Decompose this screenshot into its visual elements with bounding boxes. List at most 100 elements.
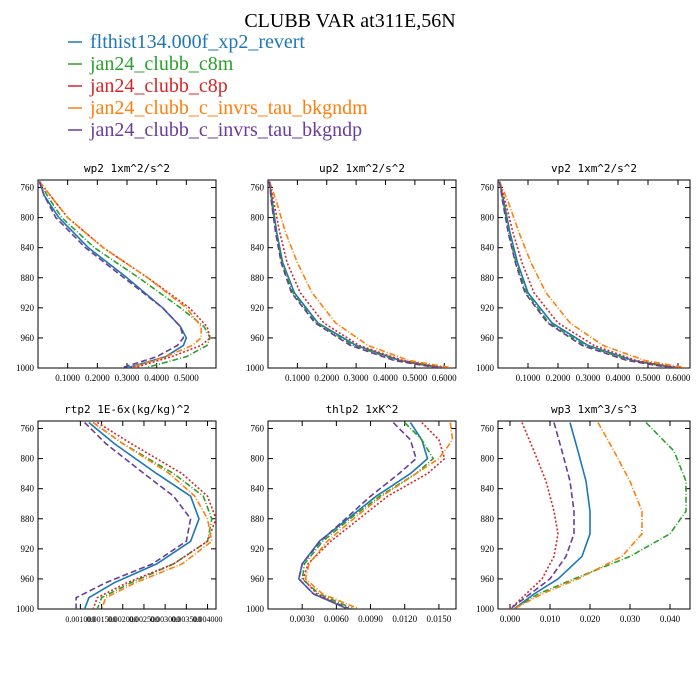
y-tick-label: 880 [21, 273, 35, 283]
x-tick-label: 0.003000 [150, 615, 180, 624]
panel: wp3 1xm^3/s^3 760 800 840 880 920 960 1000 0.000… [476, 403, 691, 624]
series-line [513, 422, 643, 609]
panel-title: wp3 1xm^3/s^3 [551, 403, 637, 416]
x-tick-label: 0.030 [620, 614, 641, 624]
y-tick-label: 800 [481, 213, 495, 223]
y-tick-label: 1000 [246, 363, 265, 373]
series-line [38, 181, 211, 368]
series-line [268, 181, 442, 368]
x-tick-label: 0.1000 [285, 373, 310, 383]
series-line [498, 181, 682, 368]
series-line [38, 181, 202, 368]
y-tick-label: 840 [21, 243, 35, 253]
y-tick-label: 760 [481, 424, 495, 434]
y-tick-label: 1000 [476, 604, 495, 614]
x-tick-label: 0.6000 [432, 373, 457, 383]
series-line [92, 421, 213, 609]
x-tick-label: 0.2000 [546, 373, 571, 383]
x-tick-label: 0.4000 [606, 373, 631, 383]
y-tick-label: 960 [251, 574, 265, 584]
legend-label: jan24_clubb_c_invrs_tau_bkgndm [89, 97, 368, 119]
panel-frame [267, 179, 457, 369]
y-tick-label: 960 [481, 574, 495, 584]
x-tick-label: 0.4000 [144, 373, 169, 383]
x-tick-label: 0.3000 [115, 373, 140, 383]
series-line [498, 181, 676, 368]
series-line [509, 422, 575, 609]
y-tick-label: 920 [21, 303, 35, 313]
y-tick-label: 840 [251, 484, 265, 494]
x-tick-label: 0.3000 [576, 373, 601, 383]
y-tick-label: 920 [481, 303, 495, 313]
y-tick-label: 800 [481, 454, 495, 464]
x-tick-label: 0.6000 [666, 373, 691, 383]
x-tick-label: 0.3000 [344, 373, 369, 383]
legend-label: jan24_clubb_c_invrs_tau_bkgndp [89, 119, 362, 141]
panel: thlp2 1xK^2 760 800 840 880 920 960 1000 0.0030 0… [246, 403, 457, 624]
series-line [92, 421, 213, 609]
y-tick-label: 880 [251, 514, 265, 524]
series-line [498, 181, 679, 368]
series-line [513, 422, 591, 609]
panel-title: wp2 1xm^2/s^2 [84, 162, 170, 175]
x-tick-label: 0.003500 [171, 615, 201, 624]
series-line [509, 422, 559, 609]
series-line [301, 421, 435, 609]
y-tick-label: 960 [21, 333, 35, 343]
y-tick-label: 960 [21, 574, 35, 584]
panel: rtp2 1E-6x(kg/kg)^2 760 800 840 880 920 960 100… [16, 403, 223, 624]
series-line [297, 422, 429, 609]
series-line [268, 181, 448, 368]
x-tick-label: 0.0120 [392, 614, 417, 624]
x-tick-label: 0.4000 [373, 373, 398, 383]
y-tick-label: 920 [481, 544, 495, 554]
y-tick-label: 760 [251, 424, 265, 434]
y-tick-label: 880 [21, 514, 35, 524]
x-tick-label: 0.1000 [516, 373, 541, 383]
series-line [38, 181, 188, 368]
panel-frame [497, 420, 691, 610]
x-tick-label: 0.1000 [55, 373, 80, 383]
panel-title: thlp2 1xK^2 [326, 403, 399, 416]
panel-frame [37, 420, 217, 610]
legend-label: flthist134.000f_xp2_revert [90, 31, 305, 53]
series-line [75, 421, 192, 609]
x-tick-label: 0.0060 [324, 614, 349, 624]
x-tick-label: 0.2000 [85, 373, 110, 383]
y-tick-label: 760 [251, 183, 265, 193]
series-line [297, 421, 417, 609]
x-tick-label: 0.004000 [193, 615, 223, 624]
panel-title: up2 1xm^2/s^2 [319, 162, 405, 175]
series-line [304, 422, 454, 609]
legend-label: jan24_clubb_c8p [89, 75, 228, 97]
x-tick-label: 0.002500 [129, 615, 159, 624]
y-tick-label: 840 [251, 243, 265, 253]
x-tick-label: 0.001500 [87, 615, 117, 624]
panel: vp2 1xm^2/s^2 760 800 840 880 920 960 1000 0.100… [476, 162, 691, 383]
legend-label: jan24_clubb_c8m [89, 53, 234, 75]
series-line [268, 181, 454, 368]
y-tick-label: 920 [21, 544, 35, 554]
y-tick-label: 800 [251, 213, 265, 223]
x-tick-label: 0.000 [500, 614, 521, 624]
series-line [92, 421, 216, 609]
y-tick-label: 840 [481, 243, 495, 253]
x-tick-label: 0.5000 [174, 373, 199, 383]
series-line [498, 181, 688, 368]
y-tick-label: 800 [251, 454, 265, 464]
series-line [38, 181, 211, 368]
x-tick-label: 0.2000 [314, 373, 339, 383]
panel-title: rtp2 1E-6x(kg/kg)^2 [64, 403, 190, 416]
y-tick-label: 1000 [476, 363, 495, 373]
y-tick-label: 760 [481, 183, 495, 193]
series-line [83, 421, 200, 609]
y-tick-label: 760 [21, 183, 35, 193]
y-tick-label: 760 [21, 424, 35, 434]
y-tick-label: 880 [251, 273, 265, 283]
series-line [38, 181, 185, 368]
y-tick-label: 880 [481, 514, 495, 524]
series-line [268, 181, 445, 368]
y-tick-label: 1000 [16, 363, 35, 373]
x-tick-label: 0.010 [540, 614, 561, 624]
